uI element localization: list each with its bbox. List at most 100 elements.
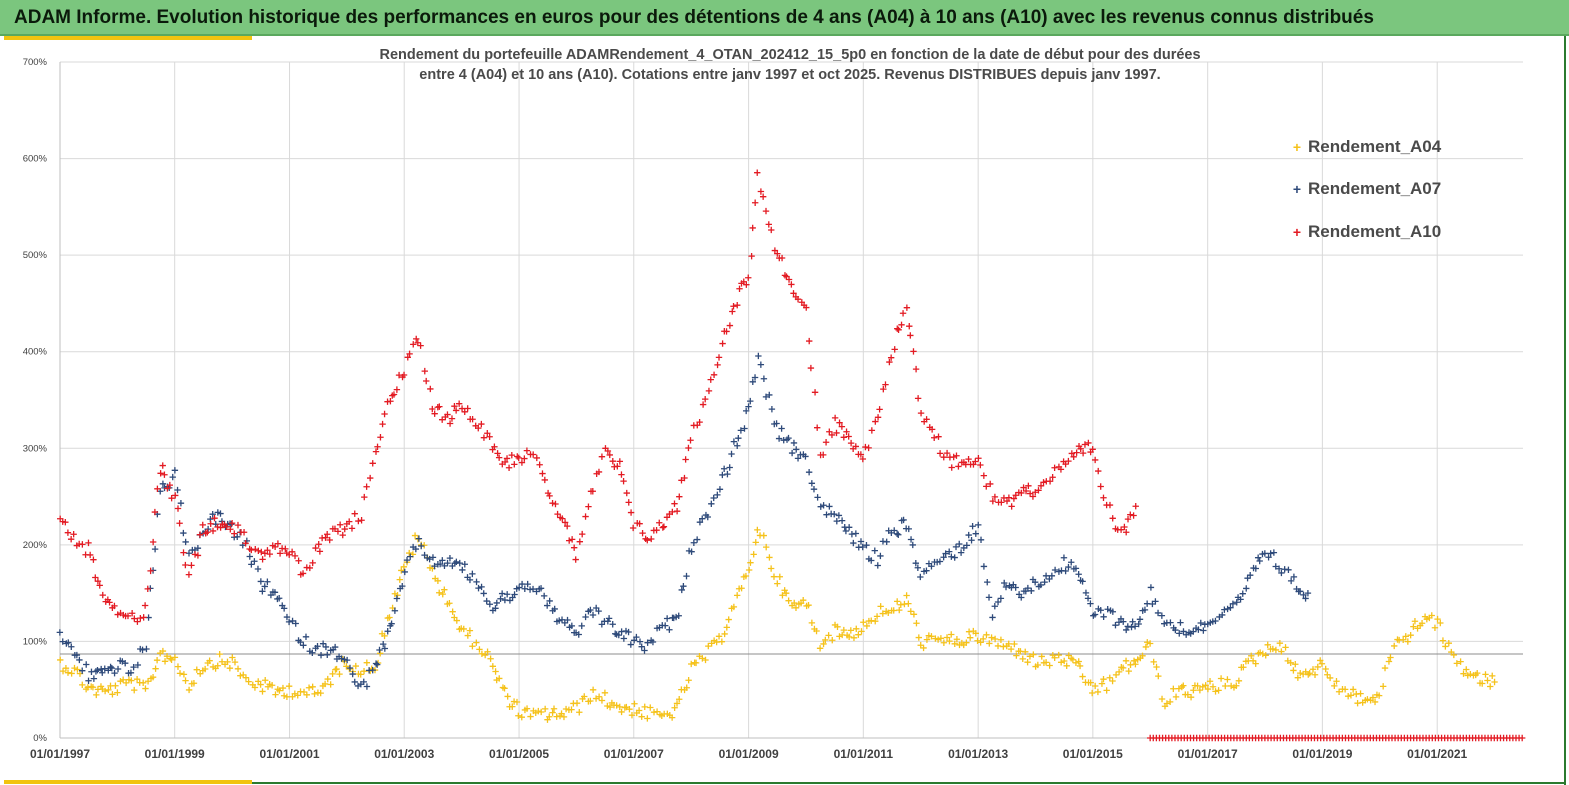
x-tick-label: 01/01/2013 bbox=[948, 747, 1008, 761]
data-point-rendement-a04 bbox=[1457, 658, 1464, 665]
data-point-rendement-a10 bbox=[182, 561, 189, 569]
data-point-rendement-a04 bbox=[948, 631, 955, 638]
data-point-rendement-a04 bbox=[626, 706, 633, 713]
data-point-rendement-a07 bbox=[493, 599, 501, 607]
data-point-rendement-a10 bbox=[585, 503, 592, 510]
data-point-rendement-a07 bbox=[388, 620, 395, 627]
data-point-rendement-a04 bbox=[779, 592, 786, 599]
data-point-rendement-a10 bbox=[880, 385, 887, 393]
data-point-rendement-a07 bbox=[76, 656, 83, 664]
data-point-rendement-a10 bbox=[565, 537, 573, 544]
data-point-rendement-a10 bbox=[134, 618, 141, 625]
data-point-rendement-a10 bbox=[149, 538, 157, 546]
data-point-rendement-a10 bbox=[955, 463, 962, 470]
data-point-rendement-a07 bbox=[773, 420, 780, 427]
data-point-rendement-a07 bbox=[264, 578, 271, 585]
frame-border-right bbox=[1564, 36, 1566, 785]
data-point-rendement-a07 bbox=[551, 605, 558, 613]
data-point-rendement-a07 bbox=[429, 554, 437, 561]
legend-item-a07: + Rendement_A07 bbox=[1290, 179, 1441, 199]
data-point-rendement-a04 bbox=[321, 680, 329, 688]
data-point-rendement-a10 bbox=[1065, 457, 1072, 465]
data-point-rendement-a07 bbox=[436, 560, 444, 568]
data-point-rendement-a10 bbox=[682, 456, 689, 463]
data-point-rendement-a10 bbox=[833, 429, 840, 437]
data-point-rendement-a07 bbox=[564, 616, 571, 624]
data-point-rendement-a07 bbox=[1221, 606, 1228, 613]
data-point-rendement-a07 bbox=[831, 511, 838, 518]
data-point-rendement-a07 bbox=[720, 465, 728, 472]
data-point-rendement-a04 bbox=[890, 607, 897, 614]
data-point-rendement-a04 bbox=[641, 703, 648, 711]
data-point-rendement-a07 bbox=[101, 665, 108, 672]
data-point-rendement-a07 bbox=[1229, 600, 1237, 608]
data-point-rendement-a10 bbox=[288, 548, 296, 556]
accent-bar-top bbox=[4, 36, 252, 40]
data-point-rendement-a10 bbox=[1100, 494, 1107, 501]
data-point-rendement-a10 bbox=[838, 423, 846, 430]
data-point-rendement-a04 bbox=[1139, 652, 1146, 659]
data-point-rendement-a10 bbox=[486, 433, 493, 440]
data-point-rendement-a04 bbox=[1248, 652, 1255, 659]
data-point-rendement-a04 bbox=[1407, 632, 1414, 639]
data-point-rendement-a10 bbox=[874, 414, 882, 421]
data-point-rendement-a07 bbox=[556, 617, 563, 624]
data-point-rendement-a07 bbox=[1024, 584, 1032, 592]
data-point-rendement-a07 bbox=[936, 558, 944, 565]
data-point-rendement-a10 bbox=[845, 433, 852, 440]
data-point-rendement-a04 bbox=[1042, 659, 1050, 666]
data-point-rendement-a04 bbox=[676, 696, 683, 703]
data-point-rendement-a10 bbox=[86, 551, 94, 559]
data-point-rendement-a07 bbox=[575, 631, 582, 638]
data-point-rendement-a10 bbox=[685, 444, 692, 452]
data-point-rendement-a10 bbox=[931, 434, 938, 441]
data-point-rendement-a04 bbox=[1190, 687, 1197, 694]
data-point-rendement-a04 bbox=[1262, 652, 1269, 659]
data-point-rendement-a07 bbox=[649, 638, 657, 646]
data-point-rendement-a07 bbox=[317, 651, 325, 659]
data-point-rendement-a10 bbox=[843, 428, 850, 435]
data-point-rendement-a07 bbox=[823, 511, 830, 518]
data-point-rendement-a10 bbox=[1085, 439, 1092, 447]
data-point-rendement-a10 bbox=[410, 341, 417, 348]
data-point-rendement-a10 bbox=[618, 471, 625, 478]
data-point-rendement-a10 bbox=[176, 520, 183, 527]
data-point-rendement-a04 bbox=[598, 697, 606, 704]
data-point-rendement-a10 bbox=[710, 371, 718, 379]
data-point-rendement-a04 bbox=[167, 655, 174, 662]
data-point-rendement-a04 bbox=[122, 679, 130, 687]
data-point-rendement-a04 bbox=[913, 620, 920, 627]
data-point-rendement-a10 bbox=[1079, 449, 1087, 457]
data-point-rendement-a10 bbox=[174, 505, 182, 512]
data-point-rendement-a04 bbox=[329, 670, 336, 678]
data-point-rendement-a10 bbox=[1081, 441, 1089, 448]
data-point-rendement-a04 bbox=[850, 634, 858, 642]
data-point-rendement-a04 bbox=[994, 642, 1002, 650]
data-point-rendement-a07 bbox=[852, 530, 860, 537]
data-point-rendement-a10 bbox=[223, 523, 230, 530]
data-point-rendement-a04 bbox=[1215, 687, 1222, 694]
data-point-rendement-a07 bbox=[1082, 589, 1090, 597]
data-point-rendement-a07 bbox=[612, 630, 619, 637]
data-point-rendement-a04 bbox=[791, 599, 798, 607]
data-point-rendement-a10 bbox=[928, 426, 936, 433]
data-point-rendement-a07 bbox=[280, 605, 288, 612]
data-point-rendement-a10 bbox=[1127, 511, 1134, 518]
data-point-rendement-a07 bbox=[942, 550, 949, 557]
data-point-rendement-a10 bbox=[811, 389, 819, 396]
data-point-rendement-a10 bbox=[381, 410, 388, 418]
data-point-rendement-a10 bbox=[282, 545, 289, 553]
data-point-rendement-a10 bbox=[393, 386, 401, 393]
data-point-rendement-a10 bbox=[673, 508, 681, 515]
data-point-rendement-a07 bbox=[734, 442, 741, 449]
data-point-rendement-a10 bbox=[589, 488, 597, 495]
data-point-rendement-a07 bbox=[59, 638, 66, 645]
data-point-rendement-a07 bbox=[360, 678, 367, 686]
data-point-rendement-a10 bbox=[1073, 449, 1080, 456]
data-point-rendement-a04 bbox=[774, 580, 781, 587]
data-point-rendement-a07 bbox=[90, 675, 98, 682]
data-point-rendement-a10 bbox=[276, 550, 284, 557]
data-point-rendement-a07 bbox=[745, 403, 752, 410]
data-point-rendement-a04 bbox=[161, 658, 169, 665]
data-point-rendement-a04 bbox=[62, 664, 70, 672]
